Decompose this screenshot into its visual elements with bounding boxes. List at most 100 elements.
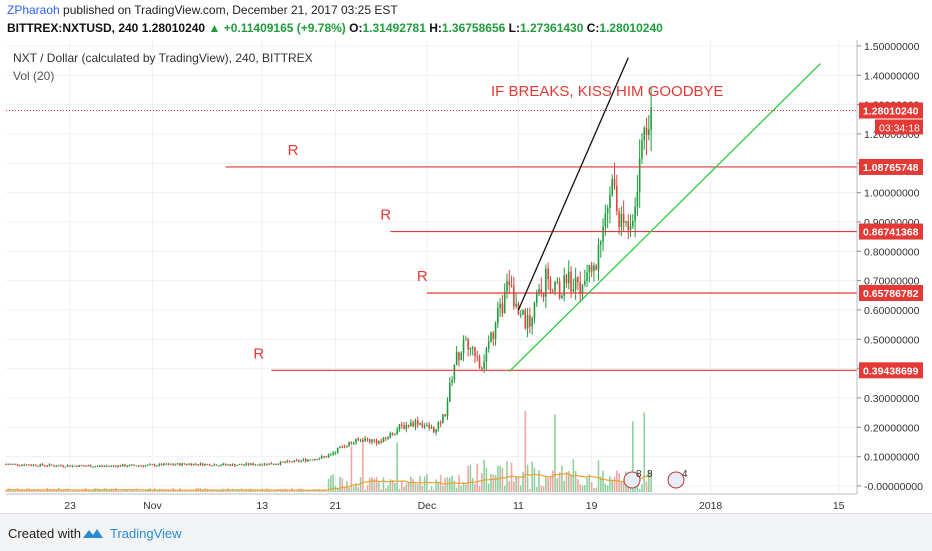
- candle-body: [300, 460, 302, 462]
- candle-body: [336, 448, 339, 453]
- candle-body: [144, 465, 147, 467]
- event-flag-icon: [623, 471, 641, 489]
- volume-bar: [439, 474, 442, 492]
- candle-body: [243, 464, 245, 466]
- volume-bar: [435, 479, 437, 492]
- volume-bar: [357, 487, 360, 492]
- candle-body: [622, 213, 625, 223]
- candle-body: [483, 361, 485, 369]
- candle-body: [21, 464, 23, 466]
- candle-body: [510, 285, 513, 287]
- volume-bar: [236, 489, 238, 492]
- volume-bar: [465, 484, 467, 492]
- volume-bar: [551, 470, 554, 492]
- volume-bar: [563, 480, 565, 492]
- candle-body: [199, 463, 202, 466]
- volume-bar: [577, 479, 579, 492]
- volume-bar: [378, 482, 380, 492]
- candle-body: [339, 446, 341, 449]
- resistance-label: R: [380, 207, 391, 224]
- candle-body: [533, 303, 536, 319]
- volume-bar: [327, 478, 330, 492]
- tradingview-brand[interactable]: TradingView: [110, 526, 182, 541]
- volume-bar: [650, 472, 652, 492]
- volume-bar: [620, 481, 623, 492]
- volume-bar: [78, 490, 81, 492]
- volume-bar: [554, 414, 556, 492]
- volume-bar: [119, 490, 122, 492]
- candle-body: [503, 291, 506, 314]
- candle-body: [249, 463, 252, 465]
- candle-body: [604, 213, 607, 227]
- candle-body: [497, 307, 499, 324]
- candle-body: [485, 348, 488, 362]
- volume-bar: [121, 489, 124, 492]
- volume-bar: [494, 474, 497, 492]
- volume-bar: [304, 490, 307, 492]
- candle-body: [160, 463, 163, 466]
- candle-body: [606, 208, 609, 214]
- volume-bar: [387, 485, 389, 492]
- volume-bar: [9, 488, 12, 492]
- volume-bar: [510, 462, 513, 492]
- candle-body: [293, 460, 296, 463]
- candle-body: [471, 347, 474, 349]
- candle-body: [103, 465, 106, 467]
- level-tag-bg: [859, 362, 923, 379]
- volume-bar: [320, 489, 323, 492]
- candle-body: [211, 465, 213, 467]
- candle-body: [327, 454, 330, 458]
- candle-body: [554, 282, 556, 292]
- last-price-tag: 1.28010240: [863, 106, 919, 118]
- candle-body: [110, 465, 113, 467]
- volume-bar: [535, 487, 538, 492]
- candle-body: [577, 277, 579, 283]
- volume-bar: [34, 490, 37, 492]
- volume-bar: [645, 481, 648, 492]
- volume-bar: [238, 489, 241, 492]
- volume-bar: [137, 490, 140, 492]
- event-flag-icon: [667, 471, 685, 489]
- footer-bar: Created with TradingView: [0, 513, 932, 551]
- volume-bar: [55, 489, 58, 492]
- candle-body: [529, 315, 531, 327]
- volume-bar: [531, 461, 533, 492]
- candle-body: [362, 439, 364, 442]
- volume-bar: [524, 410, 527, 492]
- candle-body: [256, 464, 259, 466]
- candle-body: [371, 439, 373, 443]
- volume-bar: [501, 467, 504, 492]
- candle-body: [615, 185, 618, 212]
- volume-bar: [245, 490, 248, 492]
- volume-bar: [183, 490, 186, 492]
- chart-svg[interactable]: R R R R IF BREAKS, KISS HIM GOODBYE NXT / Dol…: [0, 40, 932, 513]
- candle-body: [220, 465, 222, 467]
- candle-body: [60, 465, 62, 467]
- candle-body: [469, 348, 472, 350]
- candle-body: [41, 463, 44, 466]
- volume-bar: [181, 490, 183, 492]
- low-value: 1.27361430: [519, 21, 584, 35]
- volume-bar: [14, 489, 16, 492]
- candle-body: [531, 318, 533, 327]
- candle-body: [636, 191, 639, 207]
- candle-body: [437, 422, 440, 429]
- volume-bar: [21, 490, 23, 492]
- volume-bar: [540, 485, 543, 492]
- candle-body: [247, 463, 250, 465]
- candle-body: [119, 465, 122, 467]
- author-link[interactable]: ZPharaoh: [7, 3, 60, 17]
- candle-body: [378, 440, 380, 444]
- candle-body: [44, 465, 46, 467]
- volume-bar: [288, 489, 291, 492]
- candle-body: [561, 295, 563, 298]
- volume-bar: [487, 483, 490, 492]
- candle-body: [227, 464, 229, 466]
- volume-bar: [5, 490, 7, 492]
- volume-bar: [627, 486, 630, 492]
- candle-body: [115, 465, 117, 467]
- candle-body: [490, 332, 492, 342]
- candle-body: [7, 464, 10, 466]
- candle-body: [332, 452, 334, 455]
- volume-bar: [462, 482, 465, 492]
